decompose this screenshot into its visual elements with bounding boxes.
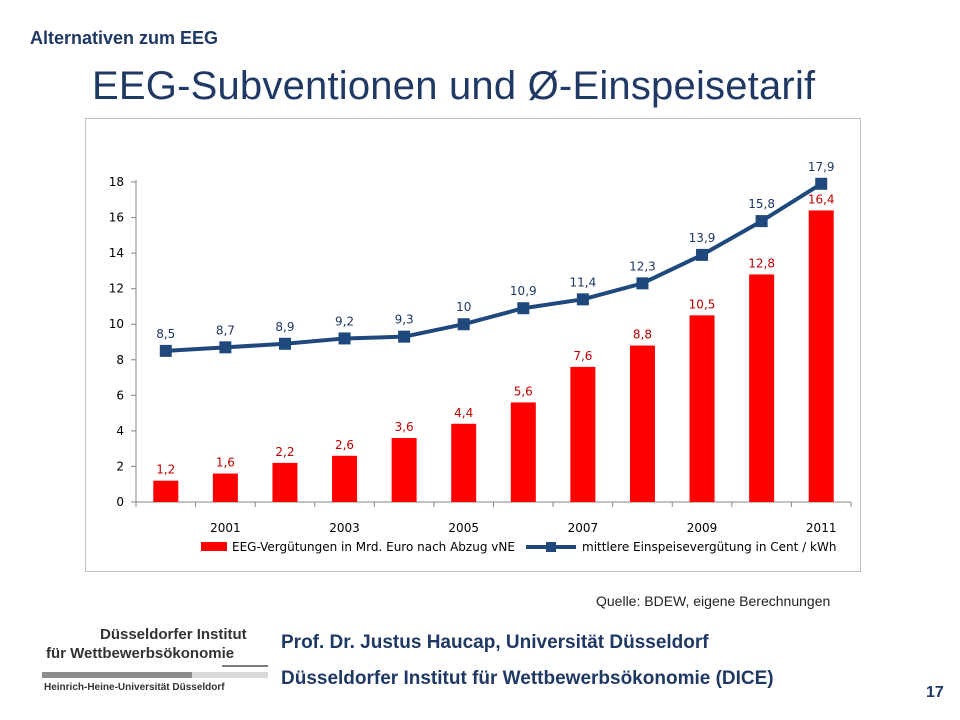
- bar: [808, 210, 834, 502]
- bar-label: 10,5: [689, 297, 716, 311]
- y-tick-label: 0: [116, 495, 124, 509]
- logo-text-line3: Heinrich-Heine-Universität Düsseldorf: [44, 682, 225, 693]
- section-title: Alternativen zum EEG: [30, 28, 219, 48]
- chart-frame: 0 2 4 6 8 10 12 14 16 18 2001 2003 2005 2007 2009 2011 1…: [85, 118, 861, 572]
- y-tick-label: 8: [116, 353, 124, 367]
- line-label: 9,2: [335, 314, 354, 328]
- combo-chart: 0 2 4 6 8 10 12 14 16 18 2001 2003 2005 2007 2009 2011 1…: [109, 160, 852, 554]
- line-point: [219, 341, 232, 354]
- x-tick-label: 2005: [448, 521, 479, 535]
- bar: [391, 438, 417, 502]
- bar: [749, 274, 775, 502]
- line-point: [159, 344, 172, 357]
- slide-title: EEG-Subventionen und Ø-Einspeisetarif: [92, 64, 816, 108]
- footer-author: Prof. Dr. Justus Haucap, Universität Düs…: [281, 632, 709, 653]
- source-note: Quelle: BDEW, eigene Berechnungen: [596, 593, 831, 609]
- dice-logo: Düsseldorfer Institut für Wettbewerbsöko…: [42, 620, 272, 698]
- line-label: 8,9: [275, 320, 294, 334]
- line-label: 8,5: [156, 327, 175, 341]
- bar-label: 1,2: [156, 463, 175, 477]
- line-label: 9,3: [395, 313, 414, 327]
- line-series: [165, 182, 823, 353]
- x-tick-label: 2001: [210, 521, 241, 535]
- line-label: 13,9: [689, 231, 716, 245]
- logo-text-line2: für Wettbewerbsökonomie: [46, 645, 235, 662]
- bar: [153, 480, 179, 502]
- line-label: 8,7: [216, 323, 235, 337]
- bar-label: 7,6: [573, 349, 592, 363]
- line-label: 11,4: [570, 275, 597, 289]
- bar-label: 4,4: [454, 406, 473, 420]
- line-point: [517, 302, 530, 315]
- bar: [332, 455, 358, 502]
- y-tick-label: 16: [109, 211, 124, 225]
- line-point: [696, 248, 709, 261]
- line-point: [755, 215, 768, 228]
- y-tick-label: 12: [109, 282, 124, 296]
- logo-underline: [222, 665, 268, 667]
- line-label: 10,9: [510, 284, 537, 298]
- legend-line-marker: [546, 542, 556, 552]
- page-number: 17: [926, 684, 944, 701]
- y-tick-label: 6: [116, 388, 124, 402]
- bar-label: 3,6: [395, 420, 414, 434]
- logo-text-line1: Düsseldorfer Institut: [100, 626, 247, 643]
- line-point: [815, 177, 828, 190]
- y-tick-label: 14: [109, 246, 124, 260]
- legend-bar-label: EEG-Vergütungen in Mrd. Euro nach Abzug …: [232, 540, 515, 554]
- y-tick-label: 10: [109, 317, 124, 331]
- bar: [510, 402, 536, 502]
- bar: [451, 423, 477, 502]
- bar-label: 8,8: [633, 328, 652, 342]
- y-tick-label: 2: [116, 459, 124, 473]
- bar: [212, 473, 238, 502]
- bar: [272, 462, 298, 502]
- bar-label: 16,4: [808, 192, 835, 206]
- line-point: [576, 293, 589, 306]
- bar-label: 5,6: [514, 384, 533, 398]
- x-tick-label: 2009: [687, 521, 718, 535]
- y-tick-label: 18: [109, 175, 124, 189]
- legend-bar-swatch: [201, 542, 227, 551]
- footer-institute: Düsseldorfer Institut für Wettbewerbsöko…: [281, 668, 774, 689]
- bar: [689, 315, 715, 502]
- line-point: [457, 318, 470, 331]
- line-label: 15,8: [748, 197, 775, 211]
- bar-label: 1,6: [216, 456, 235, 470]
- bar-label: 12,8: [748, 256, 775, 270]
- bar-label: 2,2: [275, 445, 294, 459]
- x-tick-label: 2007: [568, 521, 599, 535]
- line-label: 10: [456, 300, 471, 314]
- bar-label: 2,6: [335, 438, 354, 452]
- line-label: 12,3: [629, 259, 656, 273]
- line-label: 17,9: [808, 160, 835, 174]
- bar: [629, 345, 655, 502]
- line-point: [338, 332, 351, 345]
- line-point: [398, 330, 411, 343]
- line-point: [278, 337, 291, 350]
- y-tick-label: 4: [116, 424, 124, 438]
- logo-bar-accent: [42, 672, 192, 678]
- x-tick-label: 2003: [329, 521, 360, 535]
- legend-line-label: mittlere Einspeisevergütung in Cent / kW…: [582, 540, 836, 554]
- bar: [570, 366, 596, 502]
- x-tick-label: 2011: [806, 521, 837, 535]
- line-point: [636, 277, 649, 290]
